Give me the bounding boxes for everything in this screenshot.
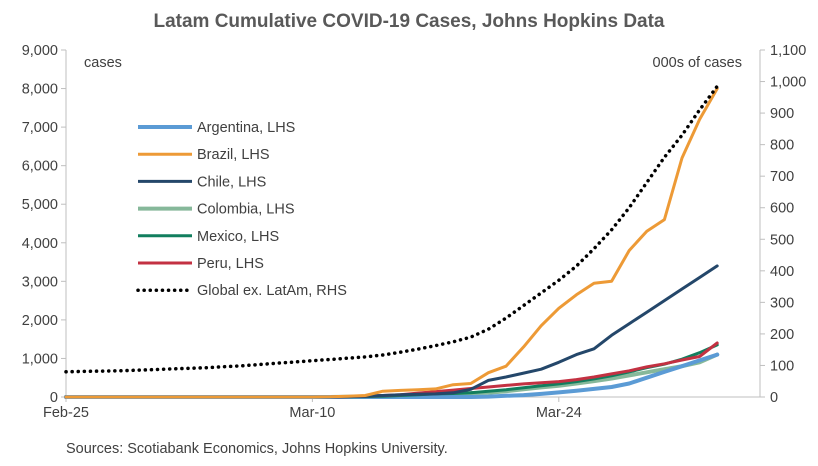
axes: 0 1,000 2,000 3,000 4,000 5,000 6,000 7,000 8,00… <box>22 43 807 421</box>
right-axis-tick-label: 100 <box>770 358 794 374</box>
left-axis-tick-label: 8,000 <box>22 82 58 98</box>
right-axis-unit: 000s of cases <box>653 55 742 71</box>
right-axis-tick-label: 900 <box>770 106 794 122</box>
legend-label: Argentina, LHS <box>197 120 295 136</box>
right-axis-tick-label: 600 <box>770 201 794 217</box>
right-axis-tick-label: 200 <box>770 327 794 343</box>
legend-label: Brazil, LHS <box>197 147 270 163</box>
left-axis-tick-label: 2,000 <box>22 313 58 329</box>
left-axis-tick-label: 0 <box>50 390 58 406</box>
left-axis-tick-label: 7,000 <box>22 120 58 136</box>
right-axis-tick-label: 700 <box>770 169 794 185</box>
left-axis-tick-label: 5,000 <box>22 197 58 213</box>
right-axis-tick-label: 300 <box>770 295 794 311</box>
x-axis-tick-label: Mar-24 <box>536 405 582 421</box>
legend: Argentina, LHS Brazil, LHS Chile, LHS Colom… <box>136 120 347 299</box>
left-axis-tick-label: 6,000 <box>22 159 58 175</box>
right-axis-tick-label: 500 <box>770 232 794 248</box>
left-axis-tick-label: 1,000 <box>22 351 58 367</box>
legend-label: Global ex. LatAm, RHS <box>197 283 347 299</box>
legend-label: Chile, LHS <box>197 174 266 190</box>
right-axis-tick-label: 1,000 <box>770 75 806 91</box>
right-axis-tick-label: 400 <box>770 264 794 280</box>
legend-label: Peru, LHS <box>197 256 264 272</box>
legend-label: Colombia, LHS <box>197 202 295 218</box>
series-line-global-ex-latam-rhs <box>64 84 719 374</box>
right-axis-tick-label: 0 <box>770 390 778 406</box>
x-axis-tick-label: Feb-25 <box>43 405 89 421</box>
series-line-brazil-lhs <box>64 87 719 399</box>
series-lines <box>64 84 720 399</box>
right-axis-tick-label: 800 <box>770 138 794 154</box>
left-axis-tick-label: 9,000 <box>22 43 58 59</box>
left-axis-tick-label: 3,000 <box>22 274 58 290</box>
right-axis-tick-label: 1,100 <box>770 43 806 59</box>
source-note: Sources: Scotiabank Economics, Johns Hop… <box>66 441 448 457</box>
x-axis-tick-label: Mar-10 <box>289 405 335 421</box>
legend-label: Mexico, LHS <box>197 229 279 245</box>
left-axis-unit: cases <box>84 55 122 71</box>
left-axis-tick-label: 4,000 <box>22 236 58 252</box>
chart-title: Latam Cumulative COVID-19 Cases, Johns H… <box>153 11 664 32</box>
